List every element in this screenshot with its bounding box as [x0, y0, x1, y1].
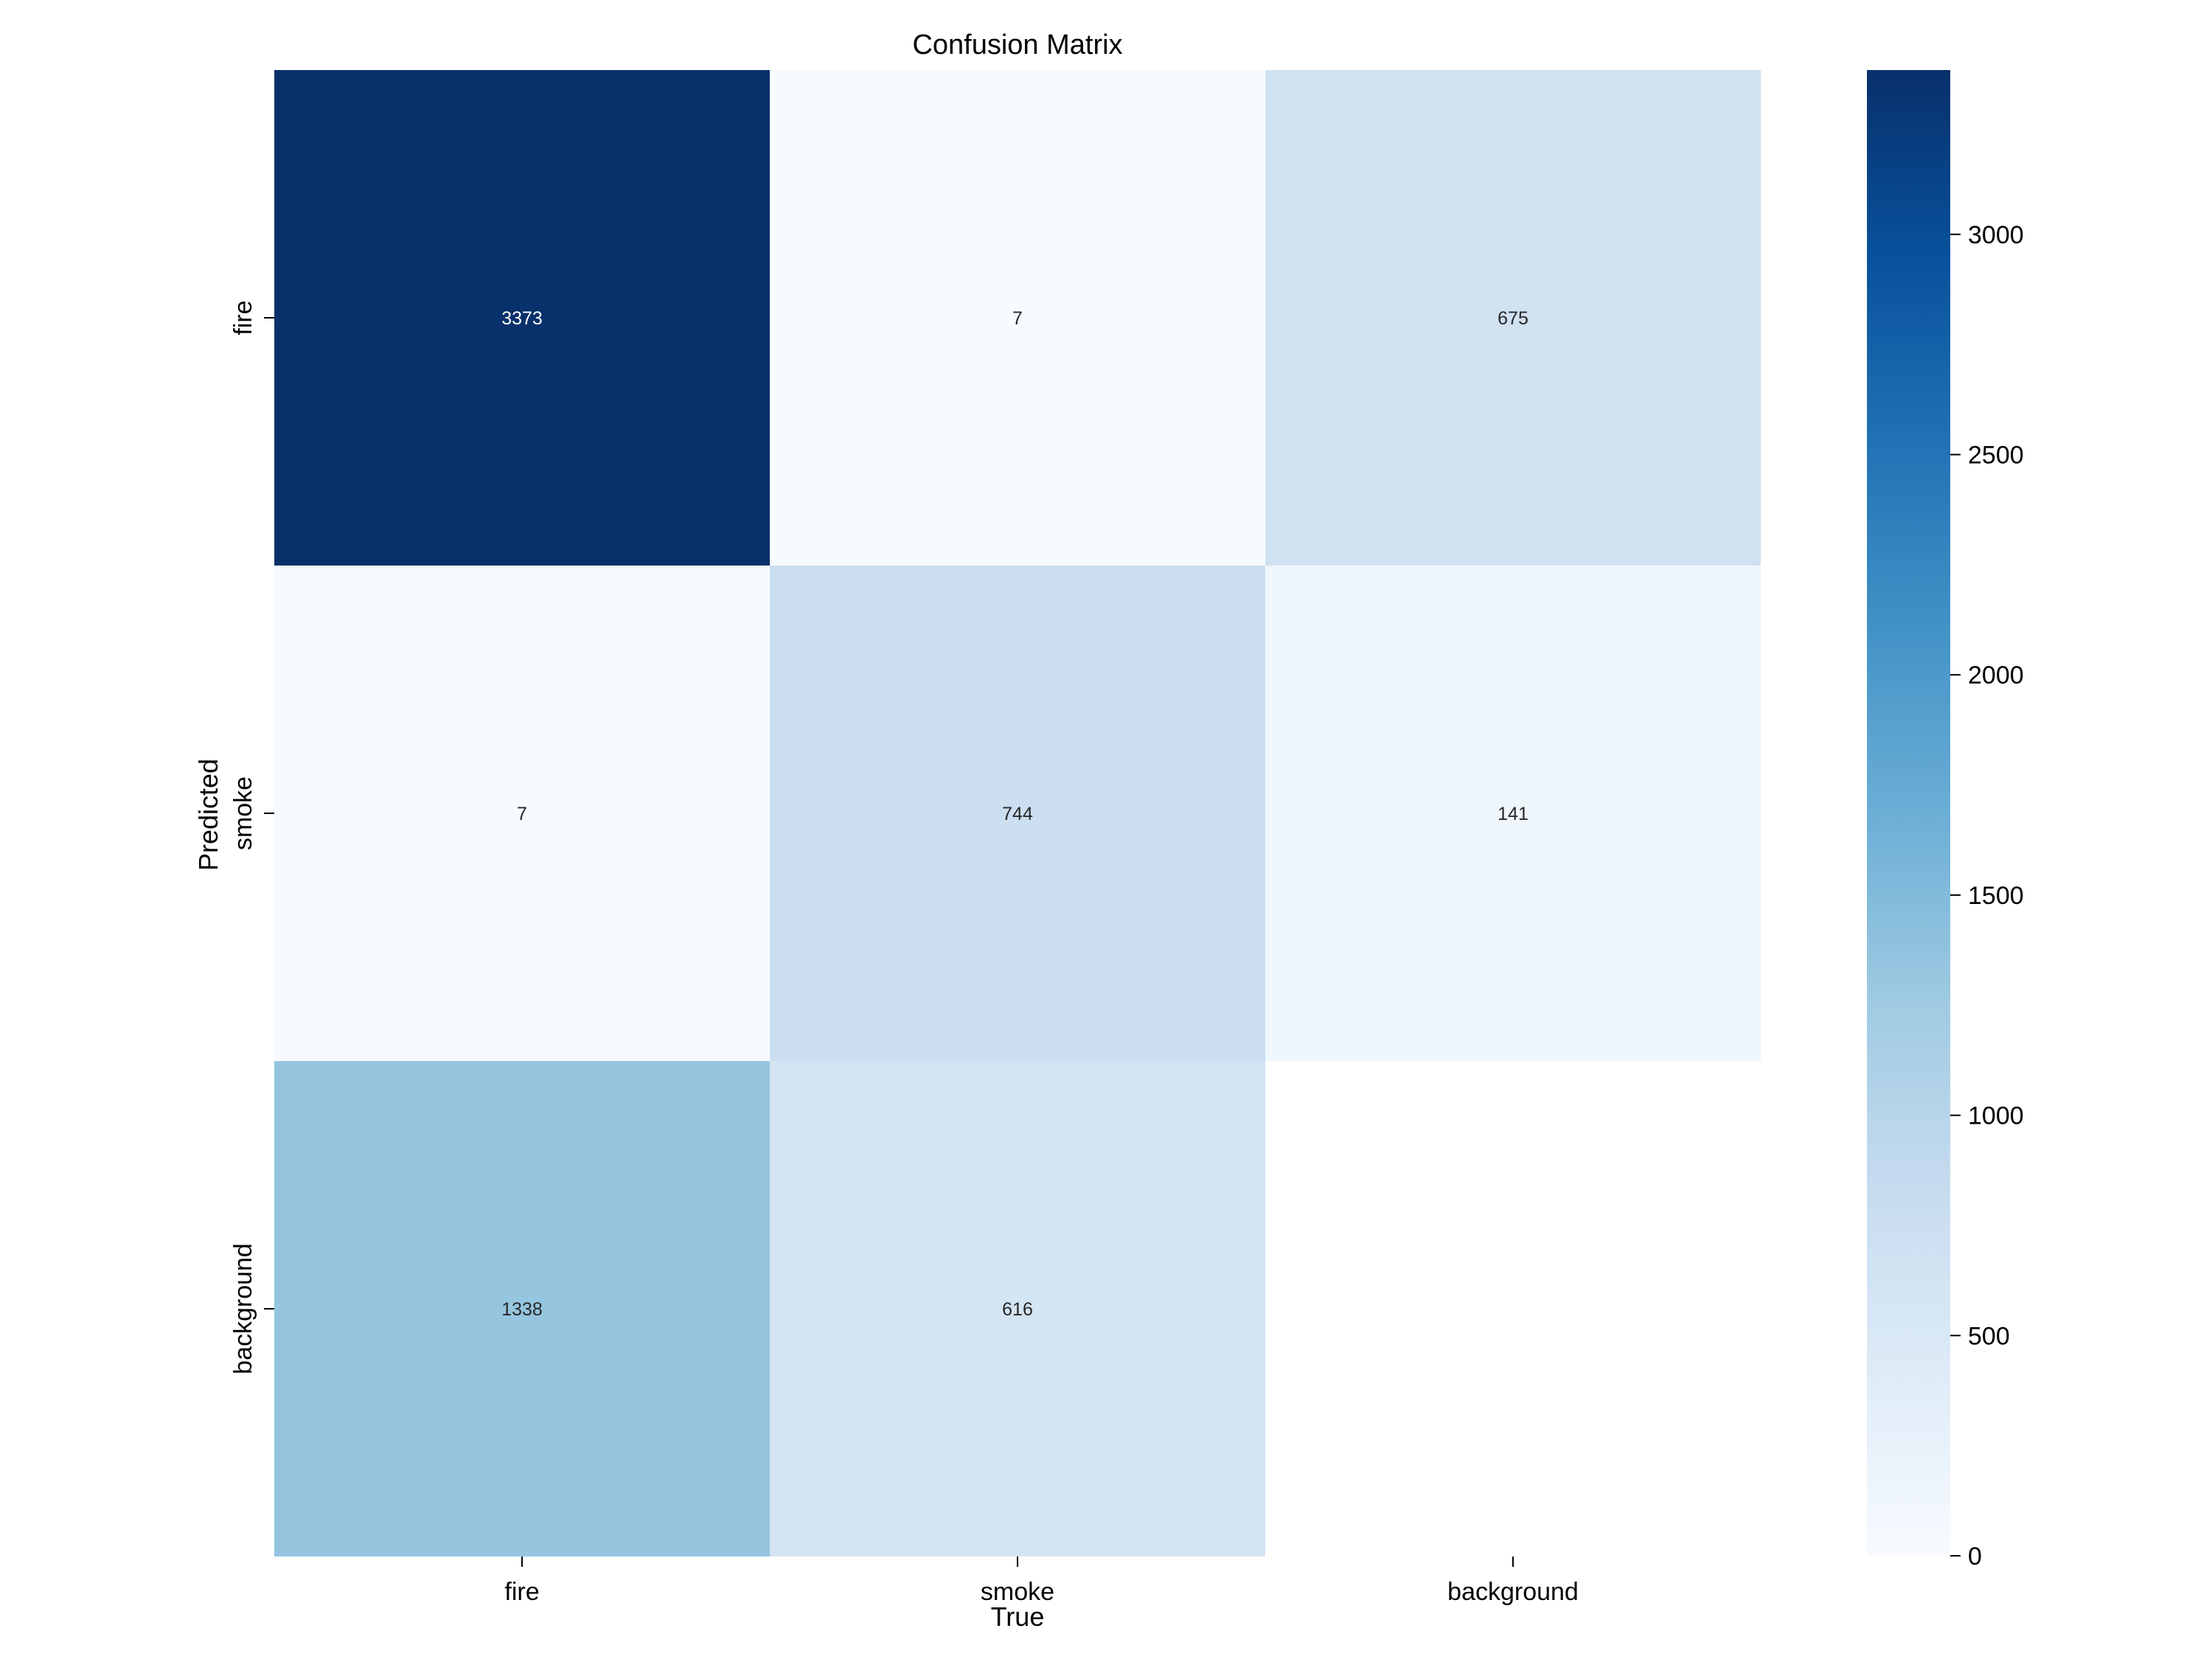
- cell-background-background: [1265, 1061, 1761, 1557]
- cell-value-smoke-fire: 7: [517, 804, 527, 824]
- colorbar-tick-label-3000: 3000: [1968, 221, 2024, 249]
- cell-fire-smoke: [770, 70, 1265, 566]
- x-tick-label-fire: fire: [504, 1578, 539, 1606]
- colorbar: [1867, 70, 1950, 1556]
- y-axis-ticks: fire smoke background: [229, 300, 274, 1374]
- cell-value-background-fire: 1338: [501, 1299, 543, 1320]
- x-axis-label: True: [991, 1601, 1045, 1632]
- cell-value-background-smoke: 616: [1002, 1299, 1033, 1320]
- colorbar-tick-label-2500: 2500: [1968, 442, 2024, 470]
- cell-background-smoke: [770, 1061, 1265, 1557]
- y-tick-label-background: background: [229, 1243, 257, 1374]
- heatmap-cells: 3373 7 675 7 744 141 1338 616: [274, 70, 1761, 1557]
- cell-fire-fire: [274, 70, 770, 566]
- colorbar-tick-label-1000: 1000: [1968, 1102, 2024, 1130]
- cell-value-fire-background: 675: [1498, 308, 1528, 329]
- cell-value-smoke-background: 141: [1498, 804, 1528, 824]
- x-axis-ticks: fire smoke background: [504, 1557, 1579, 1606]
- chart-title: Confusion Matrix: [912, 29, 1122, 60]
- cell-value-fire-smoke: 7: [1012, 308, 1023, 329]
- cell-fire-background: [1265, 70, 1761, 566]
- x-tick-label-background: background: [1447, 1578, 1579, 1606]
- cell-smoke-smoke: [770, 566, 1265, 1061]
- x-tick-label-smoke: smoke: [981, 1578, 1054, 1606]
- cell-smoke-background: [1265, 566, 1761, 1061]
- colorbar-ticks: 0 500 1000 1500 2000 2500 3000: [1950, 221, 2024, 1571]
- y-tick-label-fire: fire: [229, 300, 257, 335]
- cell-background-fire: [274, 1061, 770, 1557]
- cell-smoke-fire: [274, 566, 770, 1061]
- y-tick-label-smoke: smoke: [229, 776, 257, 850]
- y-axis-label: Predicted: [193, 759, 223, 871]
- cell-value-smoke-smoke: 744: [1002, 804, 1033, 824]
- colorbar-tick-label-1500: 1500: [1968, 882, 2024, 910]
- colorbar-tick-label-2000: 2000: [1968, 661, 2024, 689]
- cell-value-fire-fire: 3373: [501, 308, 543, 329]
- colorbar-tick-label-500: 500: [1968, 1322, 2010, 1350]
- colorbar-tick-label-0: 0: [1968, 1543, 1982, 1571]
